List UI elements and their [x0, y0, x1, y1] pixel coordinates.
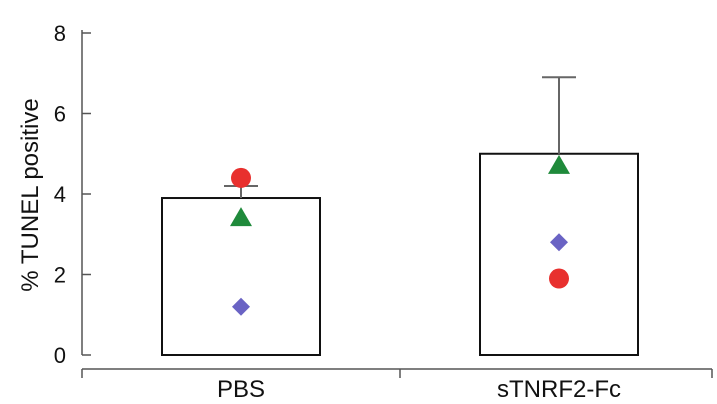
- y-tick-label: 2: [54, 263, 66, 288]
- category-label: sTNRF2-Fc: [497, 376, 621, 403]
- y-ticks-group: 0 2 4 6 8: [54, 21, 91, 368]
- triangle-marker: [548, 154, 570, 174]
- y-axis-title: % TUNEL positive: [17, 98, 44, 291]
- triangle-marker: [230, 207, 252, 227]
- y-tick-label: 8: [54, 21, 66, 46]
- axes: [81, 30, 713, 378]
- y-tick-label: 4: [54, 182, 66, 207]
- diamond-marker: [550, 233, 568, 252]
- diamond-marker: [232, 297, 250, 316]
- y-tick-label: 0: [54, 343, 66, 368]
- category-labels-group: PBS sTNRF2-Fc: [217, 376, 621, 403]
- circle-marker: [231, 167, 251, 188]
- bar-stnrf2-fc: [479, 152, 639, 356]
- circle-marker: [549, 268, 569, 289]
- category-label: PBS: [217, 376, 265, 403]
- y-tick-label: 6: [54, 102, 66, 127]
- markers-group: [230, 154, 570, 316]
